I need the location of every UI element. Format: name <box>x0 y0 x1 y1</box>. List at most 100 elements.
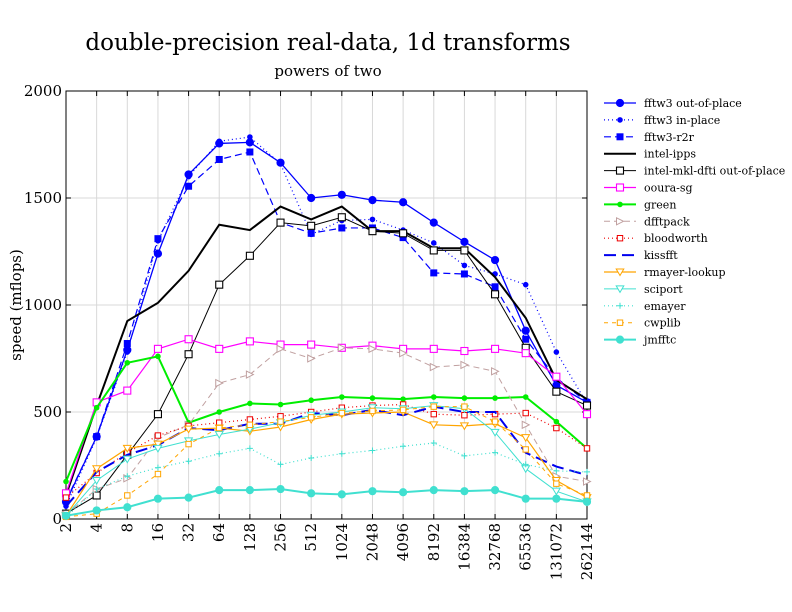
data-point <box>491 283 499 291</box>
x-tick-label: 16 <box>149 523 167 542</box>
data-point <box>583 492 591 499</box>
data-point <box>522 281 529 288</box>
series-line <box>65 338 588 494</box>
data-point <box>93 433 101 441</box>
x-tick-label: 262144 <box>578 523 596 580</box>
data-point <box>155 353 161 360</box>
grid <box>65 90 588 520</box>
y-axis: 0 500 1000 1500 2000 <box>24 82 587 528</box>
y-axis-label: speed (mflops) <box>7 249 25 361</box>
legend-entry: emayer <box>604 300 686 313</box>
data-point <box>153 410 162 419</box>
data-point <box>277 418 284 425</box>
legend-label: intel-mkl-dfti out-of-place <box>644 165 785 178</box>
data-point <box>461 452 468 459</box>
x-tick-label: 512 <box>302 523 320 552</box>
legend-entry: rmayer-lookup <box>604 266 726 279</box>
data-point <box>123 386 132 395</box>
series-sciport <box>61 402 592 521</box>
series-line <box>65 347 588 516</box>
data-point <box>615 166 625 175</box>
data-point <box>307 193 316 203</box>
data-point <box>245 138 254 147</box>
series-intel-mkl-dfti-out-of-place <box>61 213 592 518</box>
data-point <box>337 490 346 499</box>
data-point <box>430 440 437 447</box>
data-point <box>522 394 529 400</box>
data-point <box>277 461 284 468</box>
data-point <box>490 428 500 437</box>
series-line <box>65 136 588 507</box>
data-point <box>93 404 100 411</box>
data-point <box>122 455 132 464</box>
series-kissfft <box>65 405 588 507</box>
data-point <box>490 255 500 265</box>
data-point <box>307 414 315 421</box>
data-point <box>185 458 192 465</box>
data-point <box>91 465 102 474</box>
x-tick-label: 8192 <box>425 523 443 561</box>
data-point <box>429 246 438 255</box>
data-point <box>184 335 193 344</box>
data-point <box>460 360 470 370</box>
legend-entry: green <box>604 198 676 211</box>
y-tick-label: 1500 <box>24 189 62 207</box>
data-point <box>247 400 253 407</box>
data-point <box>461 262 468 269</box>
data-point <box>491 367 500 376</box>
legend-entry: ooura-sg <box>604 182 693 195</box>
data-point <box>521 349 530 358</box>
data-point <box>183 425 194 434</box>
data-point <box>339 394 345 400</box>
data-point <box>460 246 469 255</box>
x-tick-label: 32 <box>180 523 198 542</box>
x-tick-label: 4 <box>88 523 106 533</box>
legend-label: sciport <box>644 283 683 296</box>
data-point <box>553 349 560 355</box>
data-point <box>492 449 499 456</box>
data-point <box>399 406 407 414</box>
data-point <box>216 424 223 432</box>
data-point <box>430 394 437 400</box>
data-point <box>584 468 590 475</box>
data-point <box>153 494 163 503</box>
data-point <box>552 494 561 503</box>
x-tick-label: 1024 <box>333 523 351 561</box>
data-point <box>430 410 437 418</box>
data-point <box>61 511 71 520</box>
data-point <box>246 416 254 423</box>
legend-label: fftw3 out-of-place <box>644 97 742 110</box>
x-tick-label: 65536 <box>517 523 535 571</box>
data-point <box>246 421 254 429</box>
legend: fftw3 out-of-place fftw3 in-place fftw3-r2… <box>604 97 785 347</box>
data-point <box>429 362 439 372</box>
data-point <box>552 387 561 396</box>
data-point <box>400 443 407 450</box>
data-point <box>430 240 437 246</box>
data-point <box>93 486 100 493</box>
series-group <box>61 134 592 521</box>
legend-entry: cwplib <box>604 317 681 330</box>
data-point <box>616 235 624 242</box>
series-line <box>65 405 588 517</box>
series-line <box>65 355 588 482</box>
x-axis: 2 4 8 16 32 64 128 256 512 1024 2048 4096 8192 16384 3… <box>57 91 596 580</box>
data-point <box>553 418 560 425</box>
data-point <box>123 340 131 348</box>
data-point <box>615 183 625 192</box>
data-point <box>461 403 468 410</box>
data-point <box>400 396 406 402</box>
data-point <box>337 343 347 353</box>
chart-subtitle: powers of two <box>274 62 381 80</box>
data-point <box>460 346 469 356</box>
legend-label: ooura-sg <box>644 182 693 195</box>
data-point <box>338 409 346 417</box>
data-point <box>615 335 625 344</box>
data-point <box>277 401 284 408</box>
data-point <box>62 494 70 501</box>
data-point <box>216 138 223 145</box>
data-point <box>308 455 315 462</box>
data-point <box>184 493 193 502</box>
data-point <box>582 401 592 410</box>
data-point <box>153 249 163 258</box>
